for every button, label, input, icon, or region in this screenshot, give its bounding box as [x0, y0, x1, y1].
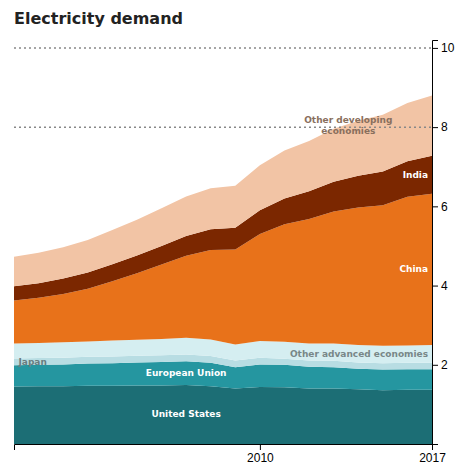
- area-label: United States: [151, 409, 220, 419]
- tick: 10: [432, 41, 455, 55]
- x-axis: 2010 2017: [15, 444, 447, 465]
- label-line: United States: [151, 409, 220, 419]
- area-label: China: [399, 264, 428, 274]
- tick-mark: [432, 206, 438, 207]
- label-line: Other advanced economies: [290, 349, 428, 359]
- tick: 8: [432, 120, 448, 134]
- area-label: European Union: [146, 368, 227, 378]
- title: Electricity demand: [14, 9, 183, 28]
- label-line: China: [399, 264, 428, 274]
- label-line: European Union: [146, 368, 227, 378]
- plot-area: [14, 48, 432, 444]
- area-label: Other developingeconomies: [304, 115, 392, 136]
- area: [14, 95, 432, 286]
- tick: 2010: [247, 444, 274, 465]
- tick-label: 10: [441, 41, 455, 55]
- label-line: Other developing: [304, 115, 392, 125]
- label-line: Japan: [18, 357, 47, 367]
- label-line: economies: [321, 126, 375, 136]
- tick-label: 2010: [247, 451, 274, 465]
- tick: 2017: [419, 444, 446, 465]
- area-label: Japan: [18, 357, 47, 367]
- tick-mark: [432, 286, 438, 287]
- area-label: India: [403, 170, 428, 180]
- y-axis: 2 4 6 8 10: [432, 41, 455, 445]
- area: [14, 385, 432, 444]
- label-line: India: [403, 170, 428, 180]
- tick-mark: [432, 365, 438, 366]
- axis-line: [15, 445, 433, 451]
- tick-label: 2017: [419, 451, 446, 465]
- axis-line: [433, 41, 439, 445]
- area-labels: United States European Union Japan Other ad…: [18, 115, 429, 419]
- tick: 4: [432, 279, 448, 293]
- tick-mark: [432, 127, 438, 128]
- area-label: Other advanced economies: [290, 349, 428, 359]
- tick: 6: [432, 200, 448, 214]
- tick: 2: [432, 358, 448, 372]
- tick-mark: [260, 444, 261, 450]
- chart: 2010 2017 2 4 6 8 10 Electricity demand United S…: [0, 0, 474, 474]
- reference-line: [14, 47, 432, 49]
- tick-label: 2: [441, 358, 448, 372]
- tick-mark: [432, 48, 438, 49]
- tick-label: 8: [441, 120, 448, 134]
- tick-label: 4: [441, 279, 448, 293]
- tick-label: 6: [441, 200, 448, 214]
